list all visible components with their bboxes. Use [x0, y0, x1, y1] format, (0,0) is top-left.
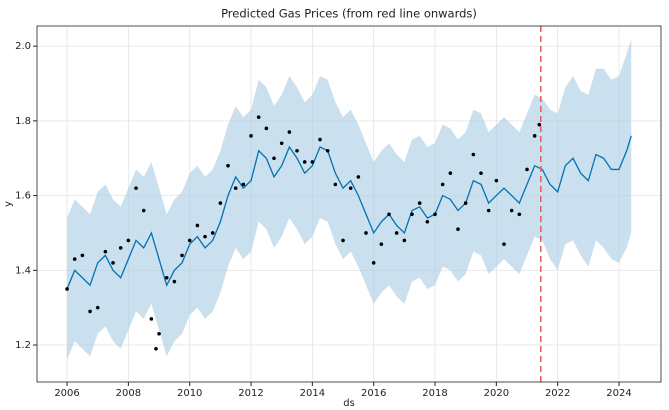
observed-point	[310, 160, 315, 164]
observed-point	[402, 238, 407, 243]
observed-point	[249, 134, 253, 138]
plot-frame	[36, 25, 662, 383]
observed-point	[440, 182, 445, 187]
observed-point	[233, 186, 238, 190]
observed-point	[157, 332, 161, 336]
observed-point	[463, 201, 468, 205]
y-tick-label: 1.4	[15, 265, 31, 276]
y-tick-label: 1.2	[15, 340, 31, 351]
observed-point	[509, 208, 514, 213]
observed-point	[333, 182, 338, 187]
observed-point	[141, 208, 146, 213]
observed-point	[387, 212, 391, 217]
observed-point	[272, 156, 276, 161]
observed-point	[226, 163, 230, 168]
observed-point	[134, 186, 138, 190]
x-tick-label: 2012	[238, 388, 263, 399]
observed-point	[256, 115, 261, 119]
observed-point	[348, 186, 353, 190]
observed-point	[341, 238, 345, 243]
observed-point	[417, 201, 422, 205]
observed-point	[371, 261, 376, 265]
observed-point	[486, 208, 491, 213]
observed-point	[164, 275, 169, 280]
x-tick-label: 2016	[361, 388, 386, 399]
x-tick-label: 2014	[300, 388, 325, 399]
observed-point	[325, 148, 330, 153]
observed-point	[302, 160, 307, 164]
observed-point	[111, 261, 115, 265]
observed-point	[448, 171, 453, 175]
observed-point	[537, 122, 542, 127]
x-axis-label: ds	[343, 398, 355, 409]
observed-point	[95, 305, 100, 310]
observed-point	[88, 309, 92, 314]
observed-point	[65, 287, 69, 291]
observed-point	[154, 346, 158, 351]
observed-point	[279, 141, 284, 146]
observed-point	[126, 238, 131, 243]
observed-point	[425, 219, 430, 224]
observed-point	[532, 134, 537, 138]
plot-area	[65, 26, 632, 382]
observed-point	[394, 231, 399, 235]
observed-point	[433, 212, 437, 217]
observed-point	[172, 279, 177, 284]
observed-point	[187, 238, 192, 243]
observed-point	[502, 242, 506, 246]
observed-point	[180, 253, 184, 258]
x-tick-label: 2008	[116, 388, 141, 399]
x-tick-label: 2024	[606, 388, 631, 399]
observed-point	[517, 212, 522, 217]
observed-point	[356, 175, 361, 179]
observed-point	[203, 234, 207, 239]
x-tick-label: 2006	[54, 388, 79, 399]
observed-point	[118, 246, 123, 250]
observed-point	[149, 317, 154, 321]
observed-point	[494, 178, 499, 183]
y-tick-label: 2.0	[15, 41, 31, 52]
observed-point	[364, 231, 368, 235]
observed-point	[241, 182, 246, 187]
observed-point	[479, 171, 483, 175]
observed-point	[456, 227, 460, 232]
observed-point	[379, 242, 384, 246]
observed-point	[195, 223, 200, 228]
observed-point	[264, 126, 269, 131]
chart-title: Predicted Gas Prices (from red line onwa…	[221, 7, 477, 21]
y-tick-label: 1.6	[15, 191, 31, 202]
y-axis-label: y	[3, 201, 14, 207]
observed-point	[471, 152, 476, 157]
observed-point	[103, 249, 108, 254]
x-tick-label: 2020	[484, 388, 509, 399]
y-tick-label: 1.8	[15, 116, 31, 127]
observed-point	[410, 212, 414, 217]
observed-point	[80, 253, 85, 258]
observed-point	[72, 257, 77, 261]
observed-point	[210, 231, 215, 235]
x-tick-label: 2022	[545, 388, 570, 399]
x-tick-label: 2010	[177, 388, 202, 399]
observed-point	[525, 167, 529, 172]
x-tick-label: 2018	[422, 388, 447, 399]
observed-point	[287, 130, 292, 134]
observed-point	[218, 201, 223, 205]
observed-point	[295, 148, 299, 153]
observed-point	[318, 137, 322, 142]
forecast-line	[66, 135, 632, 290]
uncertainty-band	[67, 38, 632, 360]
